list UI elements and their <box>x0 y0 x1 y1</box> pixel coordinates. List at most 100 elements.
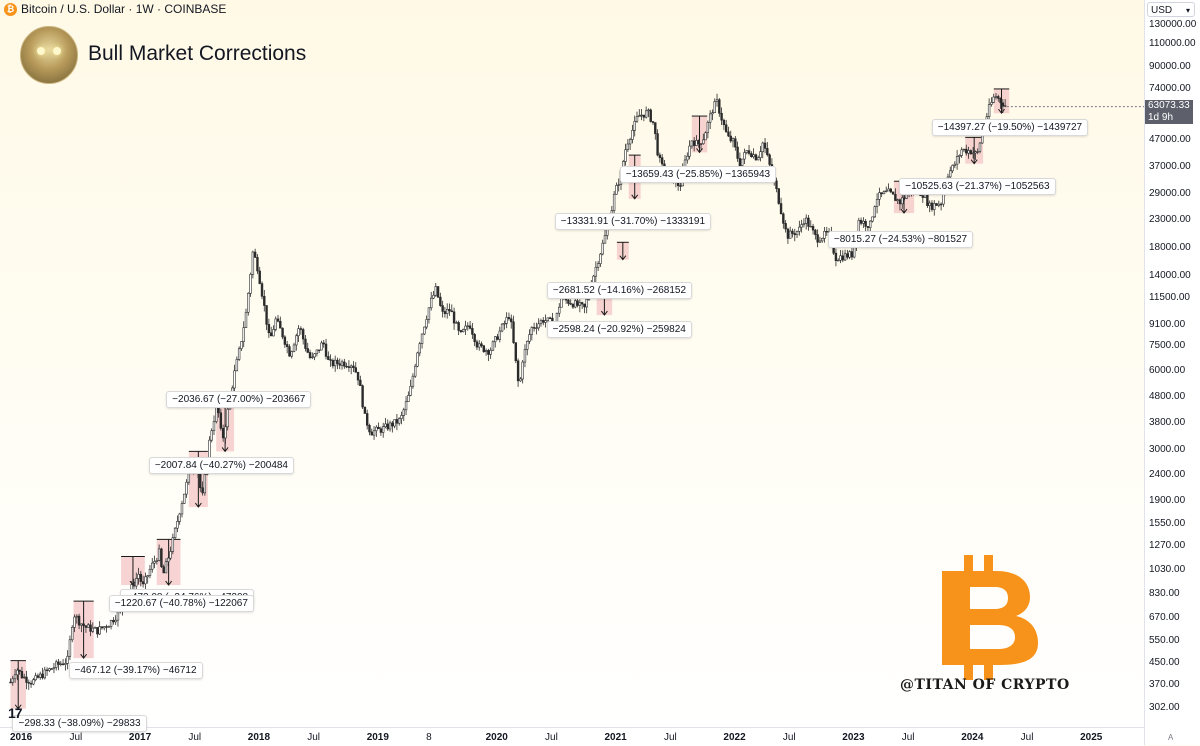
candle[interactable] <box>891 191 895 195</box>
candle[interactable] <box>32 677 35 686</box>
candle[interactable] <box>475 339 479 351</box>
candle[interactable] <box>594 261 598 283</box>
candle[interactable] <box>816 229 819 248</box>
candle[interactable] <box>253 248 257 259</box>
candle[interactable] <box>736 141 739 162</box>
candle[interactable] <box>443 307 447 318</box>
candle[interactable] <box>715 93 719 107</box>
candle[interactable] <box>512 315 515 344</box>
candle[interactable] <box>55 659 58 671</box>
candle[interactable] <box>404 396 408 415</box>
candle[interactable] <box>530 326 534 341</box>
candle[interactable] <box>704 131 707 141</box>
time-scale[interactable] <box>0 727 1144 746</box>
candle[interactable] <box>290 350 293 359</box>
correction-label[interactable]: −13331.91 (−31.70%) −1333191 <box>554 212 712 230</box>
candle[interactable] <box>702 133 705 145</box>
candle[interactable] <box>690 140 694 149</box>
candle[interactable] <box>569 299 572 306</box>
candle[interactable] <box>967 146 970 159</box>
candle[interactable] <box>777 187 780 205</box>
candle[interactable] <box>793 228 796 242</box>
candle[interactable] <box>599 253 602 267</box>
candle[interactable] <box>226 405 229 431</box>
currency-selector[interactable]: USD ▾ <box>1147 2 1195 17</box>
correction-label[interactable]: −298.33 (−38.09%) −29833 <box>12 714 147 732</box>
candle[interactable] <box>752 148 755 159</box>
candle[interactable] <box>990 97 993 107</box>
candle[interactable] <box>473 332 476 347</box>
candle[interactable] <box>498 326 502 343</box>
candle[interactable] <box>340 359 344 370</box>
candle[interactable] <box>432 291 435 300</box>
candle[interactable] <box>20 666 24 679</box>
candle[interactable] <box>631 124 634 144</box>
candle[interactable] <box>391 420 394 433</box>
candle[interactable] <box>658 152 662 163</box>
candle[interactable] <box>57 658 60 671</box>
candle[interactable] <box>935 203 938 206</box>
candle[interactable] <box>34 672 37 682</box>
candle[interactable] <box>708 110 712 130</box>
candle[interactable] <box>759 146 762 162</box>
candle[interactable] <box>84 624 88 633</box>
candle[interactable] <box>601 239 604 256</box>
candle[interactable] <box>25 670 28 690</box>
candle[interactable] <box>107 625 111 628</box>
candle[interactable] <box>628 137 632 150</box>
candle[interactable] <box>969 149 973 155</box>
candle[interactable] <box>210 428 213 443</box>
candle[interactable] <box>537 318 540 331</box>
candle[interactable] <box>317 349 321 354</box>
candle[interactable] <box>494 336 497 348</box>
candle[interactable] <box>994 93 998 100</box>
candle[interactable] <box>978 142 982 154</box>
candle[interactable] <box>688 140 691 160</box>
candle[interactable] <box>880 192 883 198</box>
candle[interactable] <box>386 419 389 432</box>
candle[interactable] <box>16 668 19 681</box>
symbol-header[interactable]: ₿ Bitcoin / U.S. Dollar · 1W · COINBASE <box>4 2 226 16</box>
candle[interactable] <box>338 358 341 370</box>
candle[interactable] <box>80 623 83 633</box>
candle[interactable] <box>718 98 721 117</box>
candle[interactable] <box>343 358 346 369</box>
candle[interactable] <box>251 250 255 279</box>
candle[interactable] <box>738 152 742 168</box>
candle[interactable] <box>763 137 767 154</box>
candle[interactable] <box>754 153 758 161</box>
candle[interactable] <box>624 143 627 166</box>
candle[interactable] <box>427 307 431 324</box>
candle[interactable] <box>976 148 979 155</box>
candle[interactable] <box>761 141 764 159</box>
candle[interactable] <box>1001 98 1005 113</box>
candle[interactable] <box>272 325 275 337</box>
candle[interactable] <box>686 152 689 164</box>
candle[interactable] <box>29 680 33 688</box>
candle[interactable] <box>455 320 458 324</box>
candle[interactable] <box>116 609 120 627</box>
candle[interactable] <box>171 533 175 555</box>
candle[interactable] <box>372 426 376 440</box>
candle[interactable] <box>267 318 271 338</box>
candle[interactable] <box>288 344 291 357</box>
candle[interactable] <box>329 354 332 367</box>
candle[interactable] <box>157 544 161 562</box>
candle[interactable] <box>539 318 543 327</box>
candle[interactable] <box>928 200 931 213</box>
candle[interactable] <box>43 666 46 680</box>
candle[interactable] <box>809 220 812 228</box>
candle[interactable] <box>859 217 863 226</box>
candle[interactable] <box>482 344 486 353</box>
candle[interactable] <box>612 190 616 218</box>
candle[interactable] <box>27 679 30 690</box>
candle[interactable] <box>901 194 904 209</box>
candle[interactable] <box>997 94 1000 102</box>
candle[interactable] <box>955 150 959 170</box>
candle[interactable] <box>953 161 957 169</box>
candle[interactable] <box>306 342 309 354</box>
correction-label[interactable]: −2036.67 (−27.00%) −203667 <box>166 391 312 409</box>
candle[interactable] <box>395 413 399 431</box>
candle[interactable] <box>132 578 136 591</box>
candle[interactable] <box>823 226 826 243</box>
